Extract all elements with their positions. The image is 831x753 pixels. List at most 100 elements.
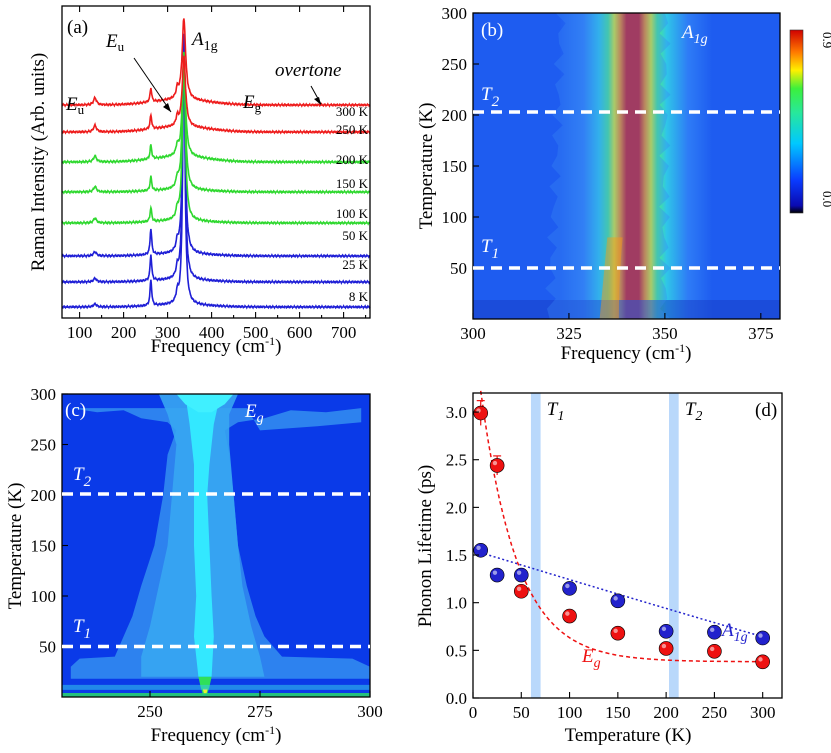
point-eg [707,643,722,659]
point-eg [473,405,489,421]
spectrum-line-8k [61,33,371,310]
spectrum-line-250k [61,55,371,135]
panel-b-t2-label: T2 [481,84,500,110]
spectrum-line-50k [61,46,371,259]
panel-b-xtick-label: 350 [652,324,678,343]
temp-label-8k: 8 K [349,289,369,304]
point-highlight-a1g [661,626,667,632]
band-t2 [669,393,679,698]
panel-c-t1-label: T1 [73,616,91,642]
point-highlight-a1g [476,545,481,551]
panel-c-lowT-hot [202,688,208,694]
colorbar-min-label: 0.0 [820,191,831,207]
panel-c-mode-label: Eg [244,401,264,426]
panel-d-xtick-label: 150 [605,703,631,722]
annotation-eu-arrow-head [163,103,171,112]
point-a1g [755,630,770,646]
annotation-eu-arrow [133,57,172,113]
panel-d-ytick-label: 0.0 [446,689,467,708]
annotation-a1g: A1g [190,29,218,54]
temp-label-300k: 300 K [336,104,369,119]
spectrum-line-300k [61,18,371,108]
panel-b-t1-label: T1 [481,236,499,262]
panel-b-halo [545,13,671,319]
panel-b-ytick-label: 150 [442,157,468,176]
panel-b-xtick-label: 375 [748,324,774,343]
panel-b-xtick-label: 300 [460,324,486,343]
panel-c-xtick-label: 275 [247,702,273,721]
point-eg [562,608,577,624]
panel-c-ytick-label: 50 [39,638,56,657]
point-a1g [707,624,722,640]
temp-label-25k: 25 K [342,257,368,272]
panel-a-axes-frame [61,5,371,319]
panel-b-ytick-label: 250 [442,55,468,74]
colorbar-max-label: 0.9 [820,32,831,48]
panel-b-label: (b) [481,20,503,41]
point-highlight-a1g [758,633,763,638]
point-eg [658,641,674,656]
point-a1g [658,623,674,639]
point-highlight-eg [710,646,715,652]
annotation-eu-low: Eu [65,94,85,117]
panel-d-xtick-label: 200 [653,703,679,722]
panel-a-xtick-label: 600 [287,323,313,342]
temp-label-50k: 50 K [342,228,368,243]
panel-a-xtick-label: 500 [243,323,269,342]
point-eg [755,654,770,670]
panel-a-xtick-label: 200 [111,323,137,342]
panel-b-mode-label: A1g [680,22,708,47]
point-eg [610,625,626,641]
panel-d-lifetime: T1 T2 0 50 100 150 200 250 3000.00.51.01.52.02.… [415,390,783,746]
panel-d-ytick-label: 1.0 [446,594,467,613]
panel-d-xtick-label: 300 [750,703,776,722]
band-t1 [530,393,541,698]
panel-c-bottom-edge [62,693,370,697]
point-highlight-eg [758,657,763,662]
panel-c-xlabel: Frequency (cm-1) [151,723,282,746]
panel-b-ytick-label: 300 [442,4,468,23]
point-a1g [513,567,529,583]
panel-d-xtick-label: 50 [513,703,530,722]
panel-c-xtick-label: 300 [357,702,383,721]
panel-b-lowT-peak [599,237,623,319]
panel-b-lowT-band [473,300,780,319]
panel-a-xlabel: Frequency (cm-1) [151,334,282,357]
point-highlight-a1g [613,596,618,601]
panel-c-bottom-line [62,684,370,690]
panel-c-ytick-label: 300 [31,385,57,404]
spectrum-line-100k [61,51,371,226]
panel-b-xlabel: Frequency (cm-1) [561,341,692,364]
panel-b-ytick-label: 200 [442,106,468,125]
panel-c-t2-label: T2 [73,464,92,490]
panel-c-ytick-label: 100 [31,587,57,606]
panel-d-ytick-label: 2.5 [446,451,467,470]
legend-eg: Eg [581,646,601,671]
point-highlight-a1g [516,570,522,575]
panel-d-ylabel: Phonon Lifetime (ps) [415,465,436,628]
panel-a-xtick-label: 100 [67,323,93,342]
spectrum-line-25k [61,41,371,286]
panel-d-xlabel: Temperature (K) [565,725,692,746]
point-eg [489,458,505,473]
legend-a1g: A1g [720,620,748,645]
annotation-eu-high: Eu [105,31,125,54]
panel-b-ytick-label: 100 [442,208,468,227]
point-highlight-a1g [492,570,498,575]
panel-d-axes-frame [472,392,783,699]
temp-label-150k: 150 K [336,176,369,191]
panel-d-xtick-label: 250 [702,703,728,722]
panel-d-ytick-label: 2.0 [446,498,467,517]
panel-c-xtick-label: 250 [137,702,163,721]
point-highlight-eg [492,460,498,466]
point-a1g [610,593,626,609]
spectrum-line-200k [61,56,371,165]
panel-c-label: (c) [65,400,86,421]
panel-d-ytick-label: 0.5 [446,641,467,660]
point-a1g [562,581,577,596]
point-highlight-a1g [710,627,715,633]
colorbar [789,29,804,214]
point-highlight-eg [565,611,570,616]
point-eg [513,583,529,599]
